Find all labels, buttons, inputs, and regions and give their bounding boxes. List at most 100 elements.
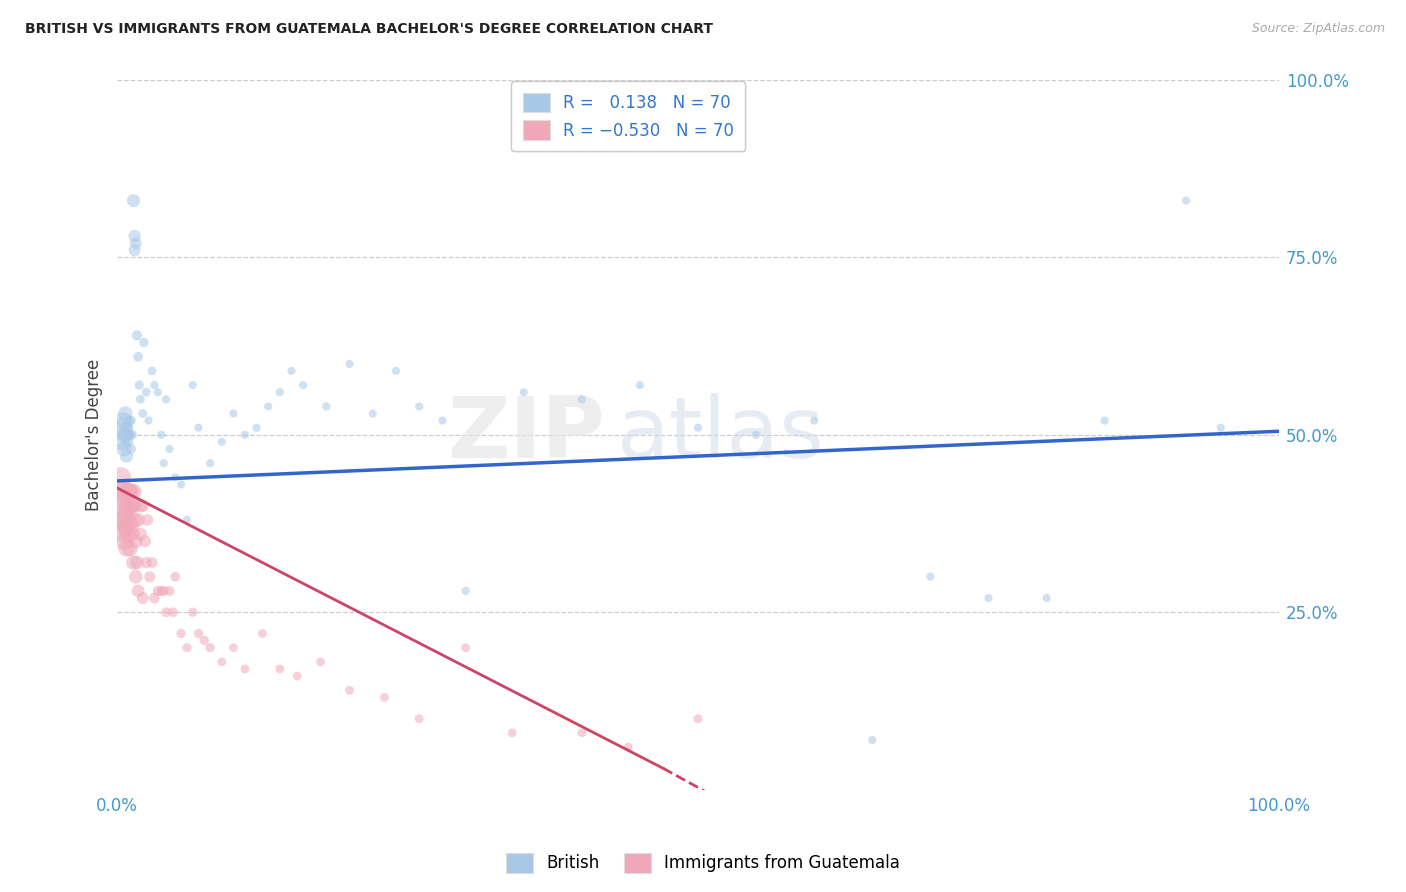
Point [120, 520, 142, 534]
Point [803, 414, 825, 428]
Point [292, 378, 315, 392]
Point [111, 491, 134, 506]
Point [280, 364, 302, 378]
Point [115, 449, 138, 463]
Text: ZIP: ZIP [447, 393, 605, 476]
Point [269, 385, 291, 400]
Point [339, 357, 361, 371]
Point [165, 470, 187, 484]
Point [269, 662, 291, 676]
Point [134, 534, 156, 549]
Point [860, 733, 883, 747]
Point [111, 414, 134, 428]
Point [121, 527, 143, 541]
Point [114, 520, 136, 534]
Point [571, 726, 593, 740]
Point [233, 662, 256, 676]
Point [117, 499, 139, 513]
Point [150, 427, 173, 442]
Point [110, 420, 132, 434]
Point [128, 378, 150, 392]
Point [124, 513, 146, 527]
Point [125, 236, 148, 251]
Point [122, 556, 145, 570]
Point [115, 541, 138, 556]
Point [143, 591, 166, 605]
Point [162, 605, 184, 619]
Point [114, 427, 136, 442]
Point [111, 434, 134, 449]
Point [125, 570, 148, 584]
Point [745, 427, 768, 442]
Point [129, 392, 152, 407]
Point [120, 484, 142, 499]
Point [150, 583, 173, 598]
Point [309, 655, 332, 669]
Point [454, 640, 477, 655]
Point [135, 385, 157, 400]
Point [501, 726, 523, 740]
Point [135, 556, 157, 570]
Point [117, 434, 139, 449]
Point [432, 414, 454, 428]
Point [686, 420, 709, 434]
Point [408, 712, 430, 726]
Point [187, 420, 209, 434]
Point [115, 484, 138, 499]
Point [117, 527, 139, 541]
Point [129, 527, 152, 541]
Point [571, 392, 593, 407]
Point [176, 640, 198, 655]
Point [112, 513, 135, 527]
Point [408, 400, 430, 414]
Point [138, 570, 160, 584]
Y-axis label: Bachelor's Degree: Bachelor's Degree [86, 359, 103, 511]
Point [118, 484, 141, 499]
Point [222, 407, 245, 421]
Point [285, 669, 308, 683]
Point [141, 556, 163, 570]
Point [152, 583, 174, 598]
Point [110, 470, 132, 484]
Point [181, 605, 204, 619]
Point [143, 378, 166, 392]
Point [118, 427, 141, 442]
Point [127, 513, 149, 527]
Text: atlas: atlas [617, 393, 825, 476]
Point [112, 442, 135, 456]
Point [132, 499, 155, 513]
Point [141, 364, 163, 378]
Point [198, 640, 221, 655]
Text: Source: ZipAtlas.com: Source: ZipAtlas.com [1251, 22, 1385, 36]
Point [120, 442, 142, 456]
Point [111, 527, 134, 541]
Point [118, 414, 141, 428]
Point [245, 420, 267, 434]
Point [211, 655, 233, 669]
Point [120, 414, 142, 428]
Point [132, 407, 155, 421]
Legend: R =   0.138   N = 70, R = −0.530   N = 70: R = 0.138 N = 70, R = −0.530 N = 70 [512, 81, 745, 152]
Point [315, 400, 337, 414]
Point [132, 591, 155, 605]
Point [129, 499, 152, 513]
Point [125, 328, 148, 343]
Point [628, 378, 651, 392]
Point [222, 640, 245, 655]
Point [146, 385, 169, 400]
Point [117, 420, 139, 434]
Point [1094, 414, 1116, 428]
Point [124, 229, 146, 244]
Point [114, 407, 136, 421]
Point [339, 683, 361, 698]
Point [170, 477, 193, 491]
Point [617, 739, 640, 754]
Point [1174, 194, 1197, 208]
Point [454, 583, 477, 598]
Point [112, 534, 135, 549]
Point [112, 427, 135, 442]
Point [115, 520, 138, 534]
Point [127, 583, 149, 598]
Point [118, 499, 141, 513]
Point [1035, 591, 1057, 605]
